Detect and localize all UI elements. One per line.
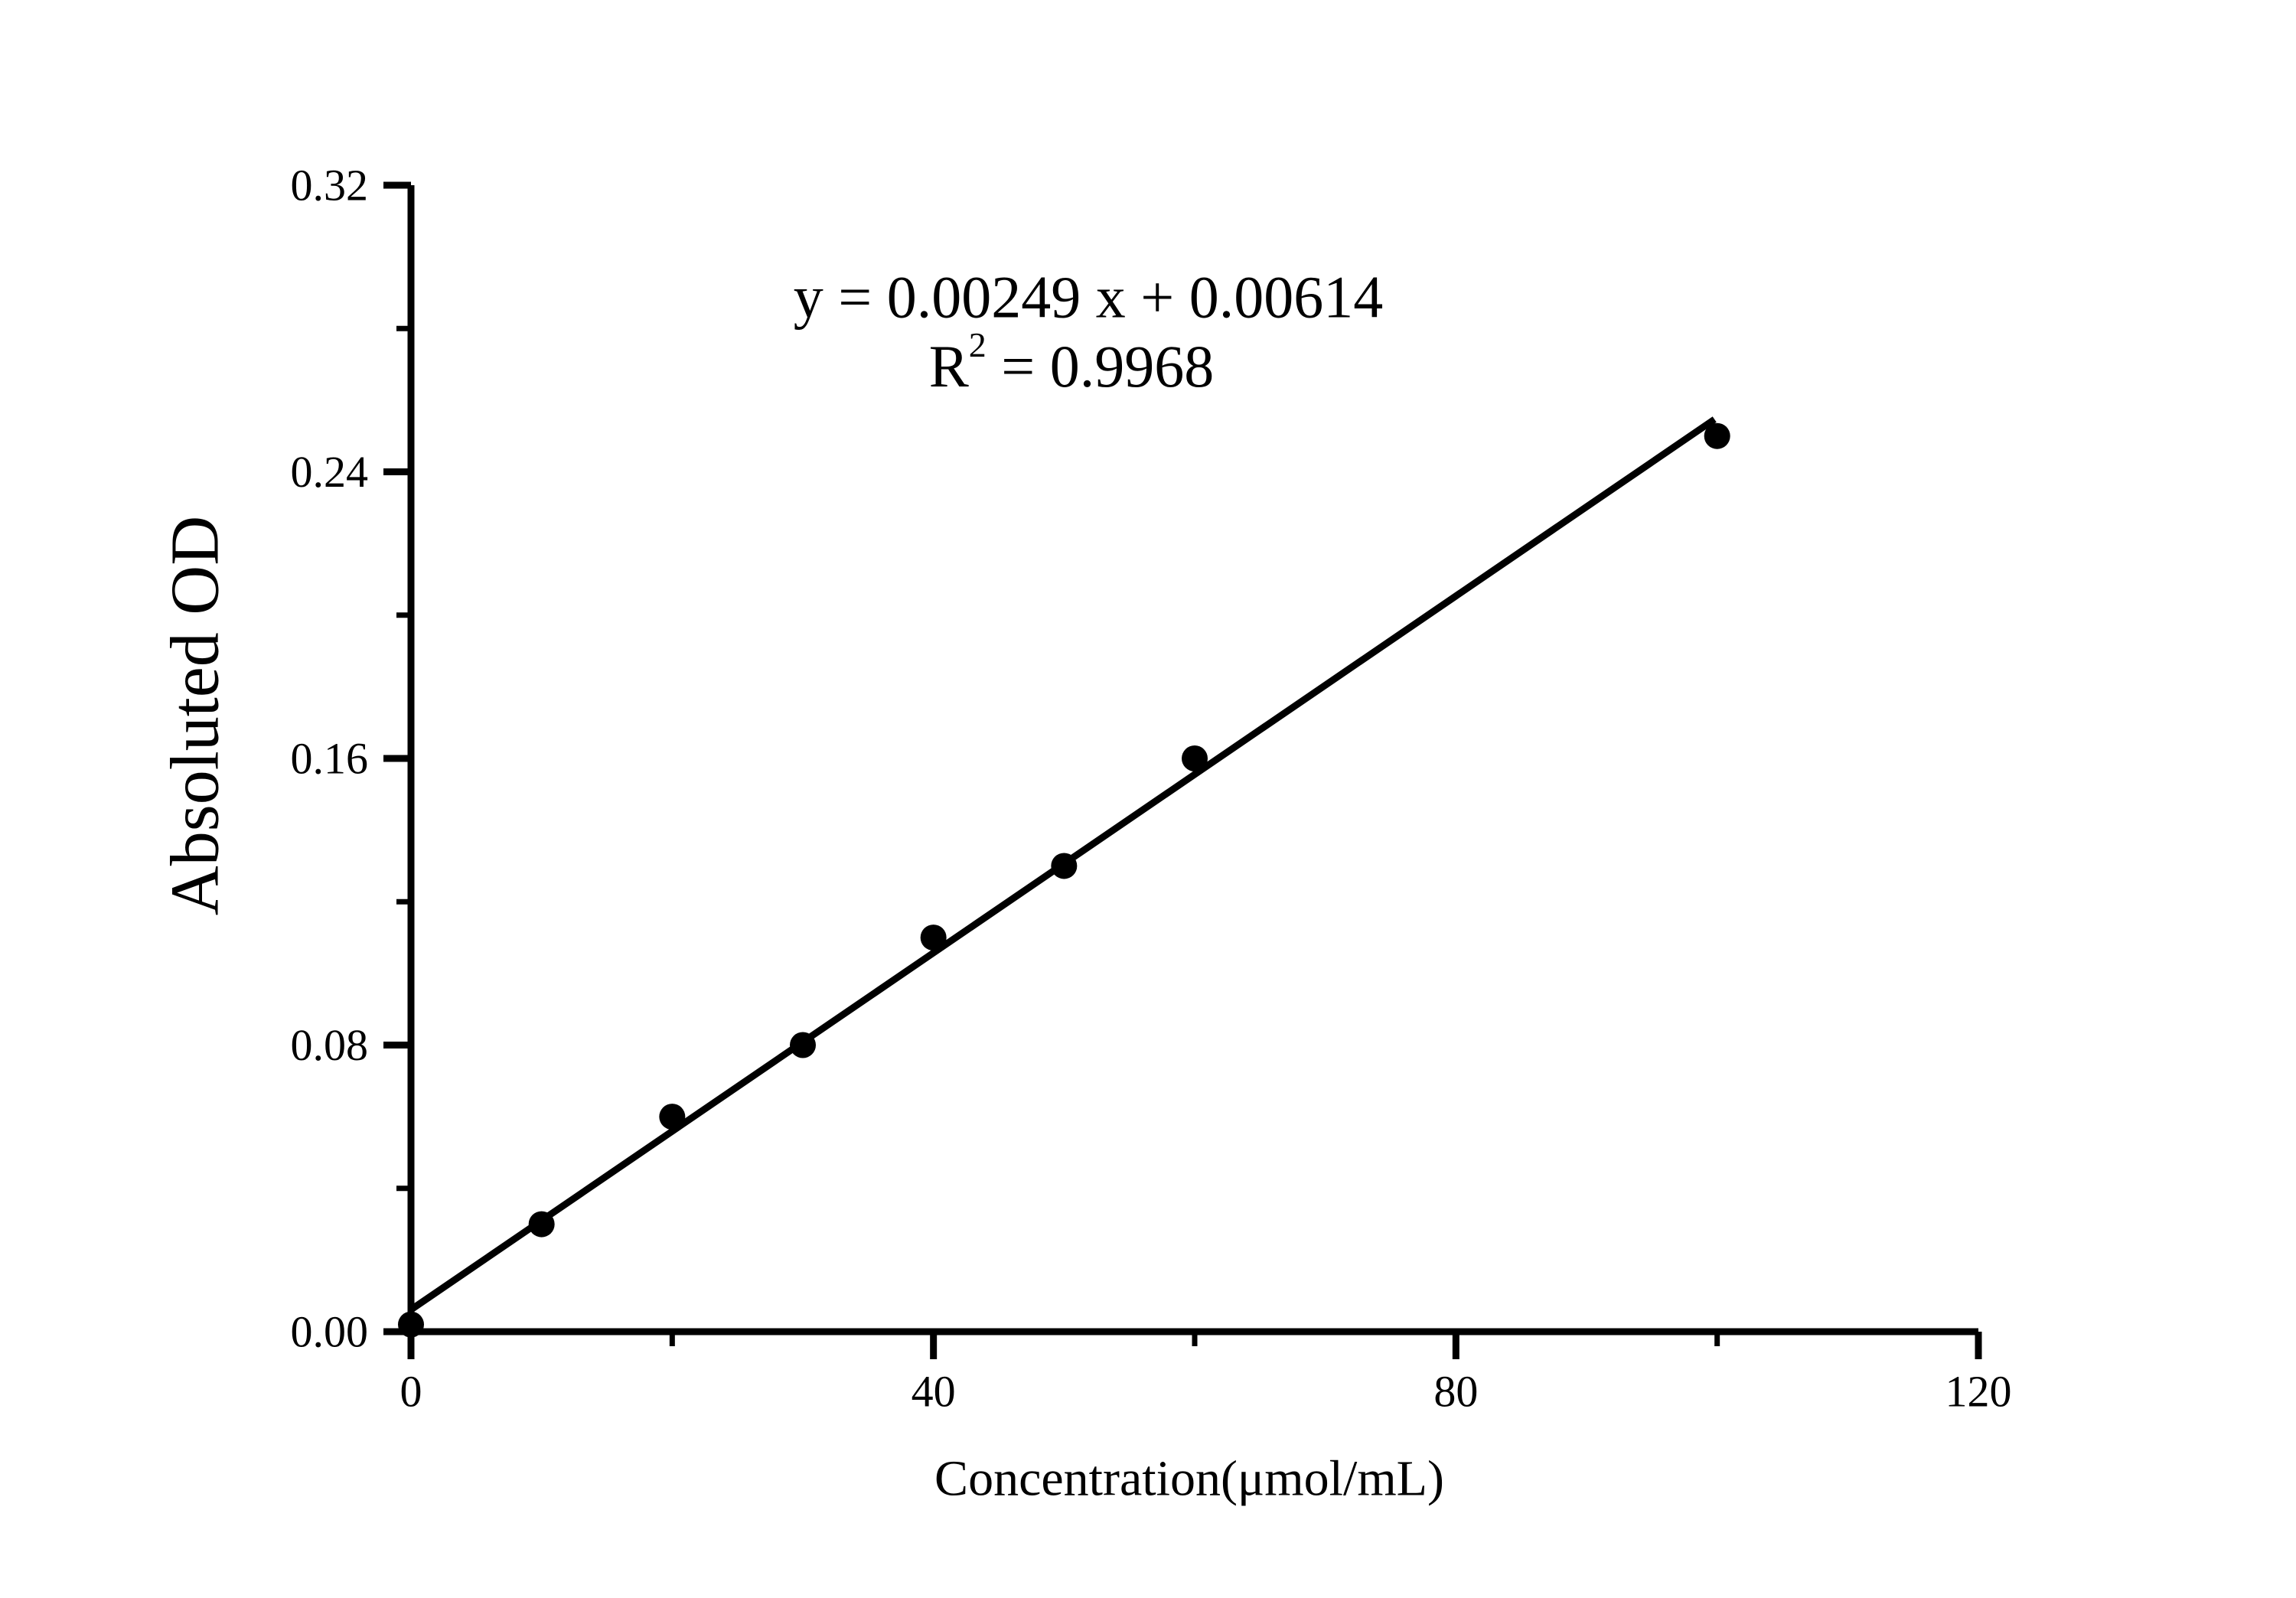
x-axis-title: Concentration(μmol/mL) (934, 1451, 1444, 1507)
data-point (528, 1211, 555, 1238)
data-point (920, 925, 947, 951)
y-axis-title: Absoluted OD (158, 516, 233, 915)
data-point (659, 1104, 686, 1130)
x-tick-label: 80 (1433, 1367, 1478, 1417)
data-point (1182, 745, 1208, 771)
y-tick-label: 0.00 (291, 1307, 369, 1357)
y-tick-label: 0.24 (291, 447, 369, 497)
data-point (398, 1311, 424, 1338)
data-point (1704, 422, 1730, 449)
y-tick-label: 0.32 (291, 161, 369, 210)
fit-equation-label: y = 0.00249 x + 0.00614 (794, 264, 1383, 331)
x-tick-label: 0 (400, 1367, 422, 1417)
data-points (398, 422, 1730, 1338)
r-squared-label: R2 = 0.9968 (929, 325, 1215, 400)
tick-labels: 0 40 80 120 0.00 0.08 0.16 0.24 0.32 (291, 161, 2012, 1417)
data-point (790, 1032, 816, 1058)
data-point (1051, 853, 1078, 879)
y-tick-label: 0.16 (291, 734, 369, 784)
x-tick-label: 120 (1945, 1367, 2012, 1417)
y-tick-label: 0.08 (291, 1020, 369, 1070)
x-tick-label: 40 (912, 1367, 956, 1417)
tick-marks (383, 181, 1982, 1359)
